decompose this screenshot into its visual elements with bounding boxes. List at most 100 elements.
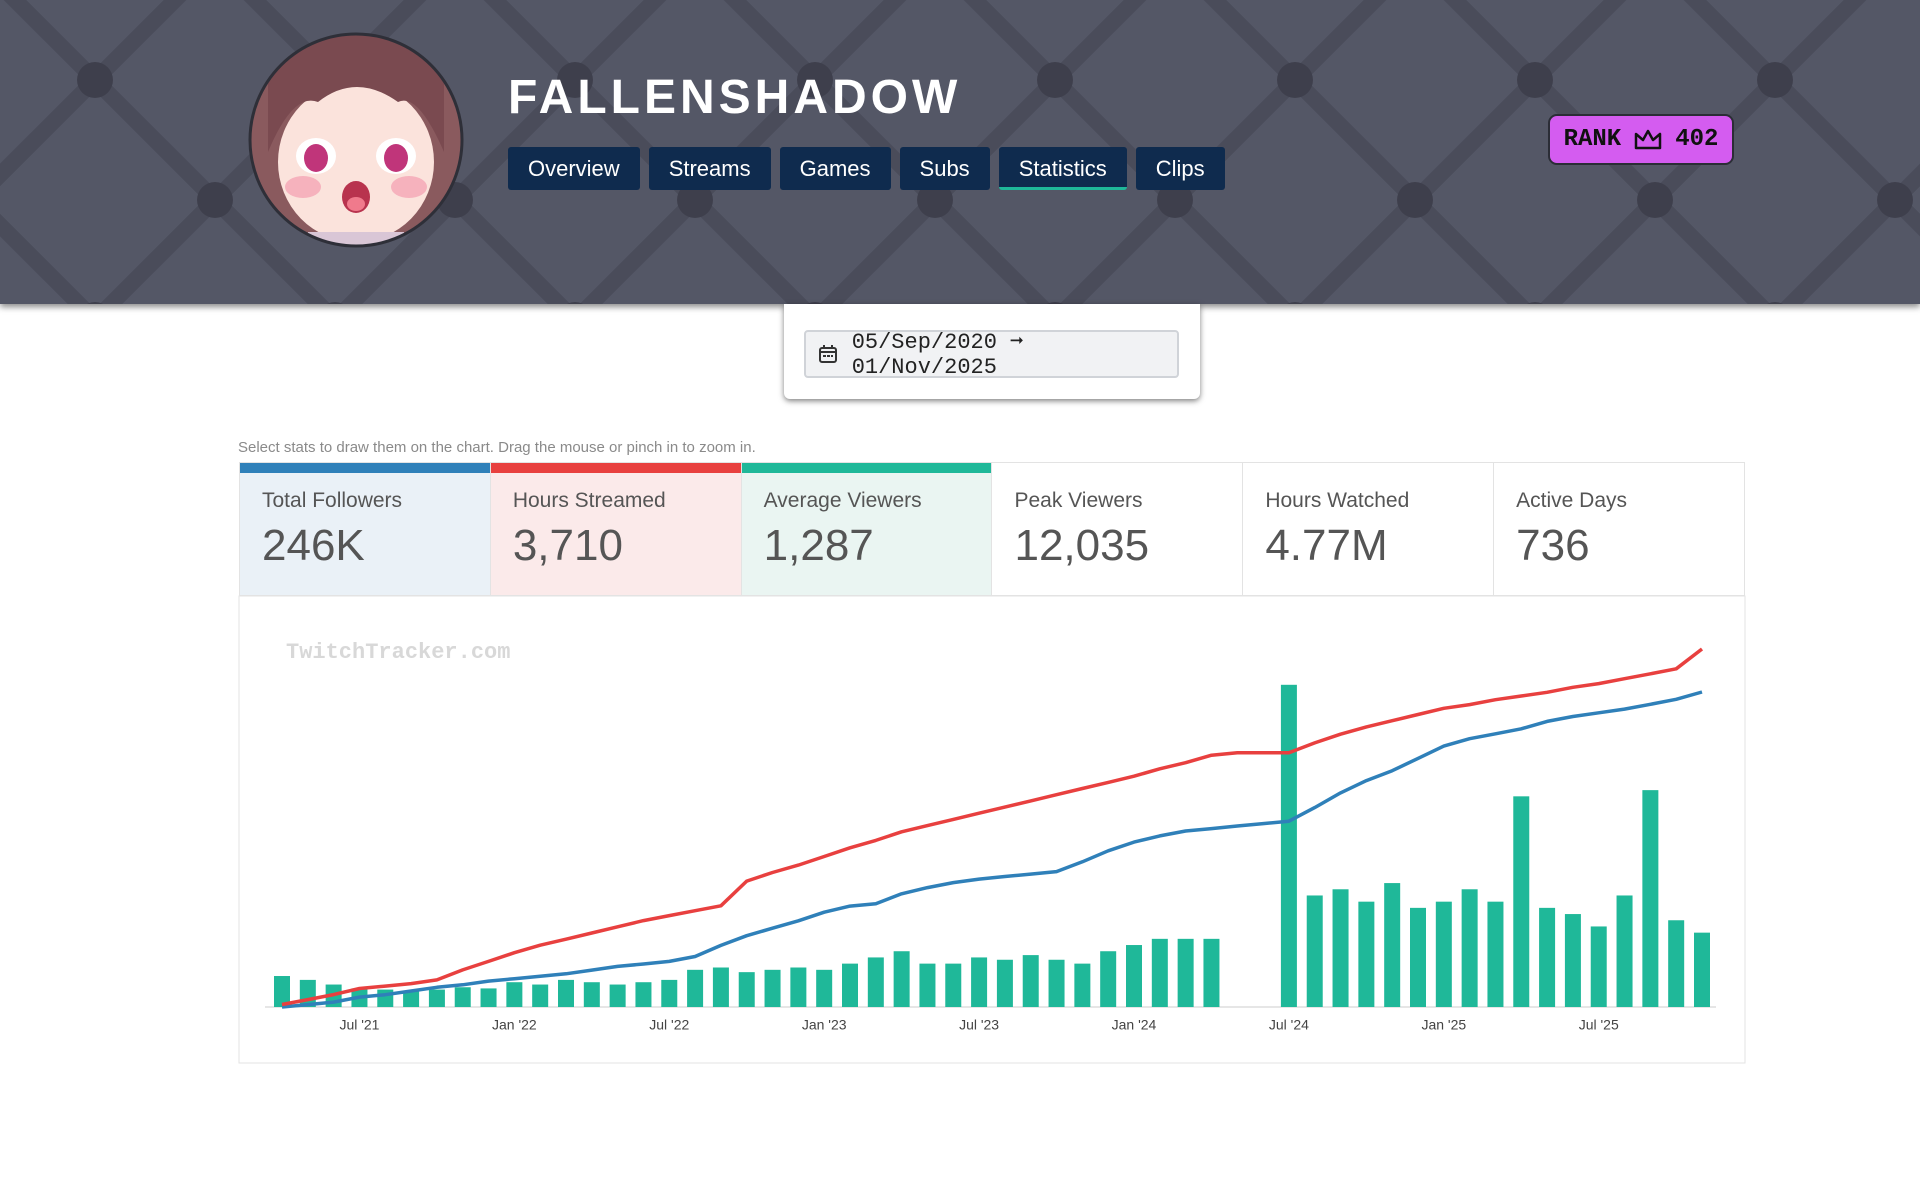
bar <box>1203 938 1220 1007</box>
bar <box>1668 920 1685 1007</box>
crown-icon <box>1634 129 1662 149</box>
bar <box>1694 932 1710 1007</box>
bar <box>1151 938 1168 1007</box>
chart-panel <box>238 595 1746 1064</box>
bar <box>325 984 342 1007</box>
stat-label: Total Followers <box>262 489 403 512</box>
stat-card[interactable]: Hours Streamed 3,710 <box>490 463 742 595</box>
bar <box>351 988 368 1007</box>
bar <box>1332 889 1349 1007</box>
stat-value: 3,710 <box>512 521 623 570</box>
stat-color-bar <box>240 463 490 473</box>
stat-value: 1,287 <box>763 521 874 570</box>
stat-color-bar <box>490 463 741 473</box>
avatar <box>248 32 464 248</box>
stat-card[interactable]: Average Viewers 1,287 <box>741 463 993 595</box>
nav-button[interactable]: Streams <box>648 147 771 190</box>
stat-value: 12,035 <box>1014 521 1150 570</box>
bar <box>661 979 678 1007</box>
rank-value: 402 <box>1675 126 1719 153</box>
bar <box>842 963 858 1007</box>
line <box>281 647 1704 1007</box>
bar <box>454 987 471 1007</box>
line <box>281 690 1703 1009</box>
bar <box>480 988 497 1007</box>
bar <box>1358 901 1375 1007</box>
x-tick-label: Jul '23 <box>959 1017 999 1033</box>
nav-bar: Overview Streams Games Subs Statistics Clips <box>508 147 1225 190</box>
bar <box>1642 790 1659 1007</box>
bar <box>996 959 1013 1007</box>
stat-card[interactable]: Hours Watched 4.77M <box>1243 463 1495 595</box>
hint-text: Select stats to draw them on the chart. … <box>238 439 756 456</box>
bar <box>1564 914 1581 1007</box>
bar <box>299 979 316 1007</box>
nav-button[interactable]: Statistics <box>998 147 1127 190</box>
bar <box>583 982 600 1007</box>
calendar-icon <box>819 345 837 363</box>
bar <box>867 957 884 1007</box>
bar <box>764 969 781 1007</box>
bar <box>1126 945 1142 1007</box>
bar <box>1074 963 1091 1007</box>
bar <box>1435 901 1452 1007</box>
bar <box>428 989 445 1007</box>
bar <box>635 982 652 1007</box>
x-tick-label: Jan '25 <box>1421 1017 1466 1033</box>
bar <box>1306 895 1323 1007</box>
bar <box>945 963 962 1007</box>
bar <box>1048 959 1065 1007</box>
x-tick-label: Jul '22 <box>649 1017 689 1033</box>
x-tick-label: Jan '24 <box>1112 1017 1157 1033</box>
bar <box>971 957 988 1007</box>
x-tick-label: Jul '21 <box>339 1017 379 1033</box>
stat-card[interactable]: Active Days 736 <box>1494 463 1744 595</box>
stat-value: 246K <box>262 521 365 570</box>
bar <box>1280 684 1297 1007</box>
channel-header: FALLENSHADOW Overview Streams Games Subs Sta… <box>0 0 1920 304</box>
bar <box>274 976 290 1007</box>
bar <box>377 989 394 1007</box>
nav-button[interactable]: Subs <box>899 147 990 190</box>
bar <box>1100 951 1117 1007</box>
rank-label: RANK <box>1563 126 1622 153</box>
stat-value: 4.77M <box>1265 521 1388 570</box>
stat-card[interactable]: Peak Viewers 12,035 <box>992 463 1244 595</box>
stat-value: 736 <box>1516 521 1590 570</box>
nav-button[interactable]: Overview <box>508 147 640 190</box>
bar <box>1513 796 1530 1007</box>
date-range-picker[interactable]: 05/Sep/2020 ➞ 01/Nov/2025 <box>804 329 1179 380</box>
bar <box>558 979 574 1007</box>
bar <box>738 972 755 1007</box>
bar <box>1410 907 1426 1007</box>
x-tick-label: Jul '25 <box>1579 1017 1619 1033</box>
x-tick-label: Jan '22 <box>492 1017 537 1033</box>
bar <box>919 963 936 1007</box>
bar <box>712 967 729 1007</box>
stat-label: Hours Streamed <box>512 489 666 512</box>
bar <box>1487 901 1504 1007</box>
nav-button[interactable]: Clips <box>1135 147 1225 190</box>
date-range: 05/Sep/2020 ➞ 01/Nov/2025 <box>851 329 1024 380</box>
nav-button[interactable]: Games <box>779 147 891 190</box>
date-panel: 05/Sep/2020 ➞ 01/Nov/2025 <box>784 304 1200 399</box>
bar <box>790 967 807 1007</box>
x-tick-label: Jul '24 <box>1269 1017 1309 1033</box>
bar <box>816 969 833 1007</box>
stat-color-bar <box>741 463 992 473</box>
bar <box>893 951 910 1007</box>
stat-card[interactable]: Total Followers 246K <box>240 463 491 595</box>
stat-label: Hours Watched <box>1265 489 1410 512</box>
bar <box>1616 895 1633 1007</box>
bar <box>1384 883 1401 1007</box>
stat-label: Average Viewers <box>763 489 922 512</box>
bar <box>532 984 549 1007</box>
bar <box>506 982 523 1007</box>
watermark: TwitchTracker.com <box>286 640 510 665</box>
stat-cards: Total Followers 246K Hours Streamed 3,710 Av… <box>239 462 1745 596</box>
bar <box>1461 889 1478 1007</box>
stat-label: Peak Viewers <box>1014 489 1143 512</box>
channel-name: FALLENSHADOW <box>508 71 962 124</box>
stat-label: Active Days <box>1516 489 1628 512</box>
